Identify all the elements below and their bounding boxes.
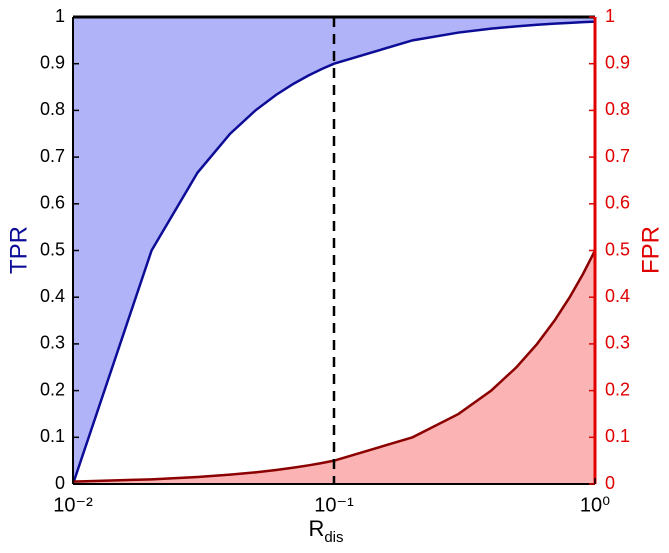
y-tick-label: 0.7 bbox=[40, 146, 65, 166]
y-tick-label: 0.6 bbox=[40, 193, 65, 213]
y2-tick-label: 0.9 bbox=[605, 52, 630, 72]
y-tick-label: 0.9 bbox=[40, 52, 65, 72]
y-tick-label: 0.4 bbox=[40, 286, 65, 306]
y2-tick-label: 0.8 bbox=[605, 99, 630, 119]
y2-tick-label: 0 bbox=[605, 473, 615, 493]
x-axis-label-main: R bbox=[308, 516, 324, 541]
y2-tick-label: 0.3 bbox=[605, 333, 630, 353]
x-axis-label: Rdis bbox=[308, 516, 343, 546]
x-tick-label: 10⁻¹ bbox=[314, 494, 354, 516]
y2-tick-label: 0.7 bbox=[605, 146, 630, 166]
y-tick-label: 0.8 bbox=[40, 99, 65, 119]
y2-tick-label: 0.6 bbox=[605, 193, 630, 213]
y-tick-label: 0.3 bbox=[40, 333, 65, 353]
y2-tick-label: 1 bbox=[605, 6, 615, 26]
y-tick-label: 0.5 bbox=[40, 239, 65, 259]
x-axis-label-subscript: dis bbox=[324, 529, 343, 546]
y2-tick-label: 0.1 bbox=[605, 426, 630, 446]
y2-tick-label: 0.5 bbox=[605, 239, 630, 259]
area-fill bbox=[73, 17, 595, 484]
y2-tick-label: 0.4 bbox=[605, 286, 630, 306]
y-tick-label: 0 bbox=[55, 473, 65, 493]
x-tick-label: 10⁰ bbox=[580, 494, 610, 516]
y-tick-label: 1 bbox=[55, 6, 65, 26]
y-axis-label: TPR bbox=[5, 226, 32, 274]
x-tick-label: 10⁻² bbox=[53, 494, 93, 516]
y-tick-label: 0.2 bbox=[40, 379, 65, 399]
y2-tick-label: 0.2 bbox=[605, 379, 630, 399]
y2-axis-label: FPR bbox=[637, 226, 664, 274]
line bbox=[71, 20, 596, 485]
area-fill bbox=[73, 250, 595, 484]
y-tick-label: 0.1 bbox=[40, 426, 65, 446]
